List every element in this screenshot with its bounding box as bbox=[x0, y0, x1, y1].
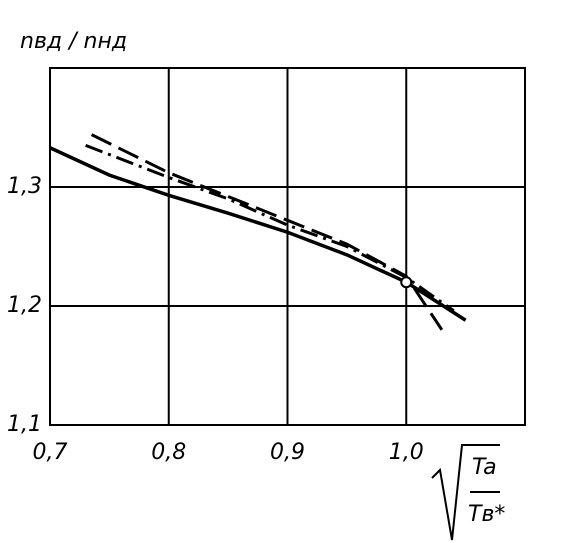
x-tick-label: 0,7 bbox=[33, 440, 68, 465]
series-line bbox=[90, 133, 444, 331]
x-tick-label: 1,0 bbox=[389, 440, 424, 465]
y-tick-label: 1,2 bbox=[7, 293, 42, 318]
x-axis-label-denominator: Tв* bbox=[468, 502, 505, 527]
series-line bbox=[49, 146, 467, 322]
y-axis-label: nвд / nнд bbox=[20, 29, 127, 54]
x-tick-label: 0,8 bbox=[151, 440, 186, 465]
x-axis-label-numerator: Ta bbox=[472, 455, 497, 480]
design-point bbox=[400, 276, 413, 289]
y-tick-label: 1,3 bbox=[7, 174, 42, 199]
sqrt-sign bbox=[431, 444, 500, 541]
x-tick-label: 0,9 bbox=[270, 440, 305, 465]
y-tick-label: 1,1 bbox=[7, 412, 42, 437]
